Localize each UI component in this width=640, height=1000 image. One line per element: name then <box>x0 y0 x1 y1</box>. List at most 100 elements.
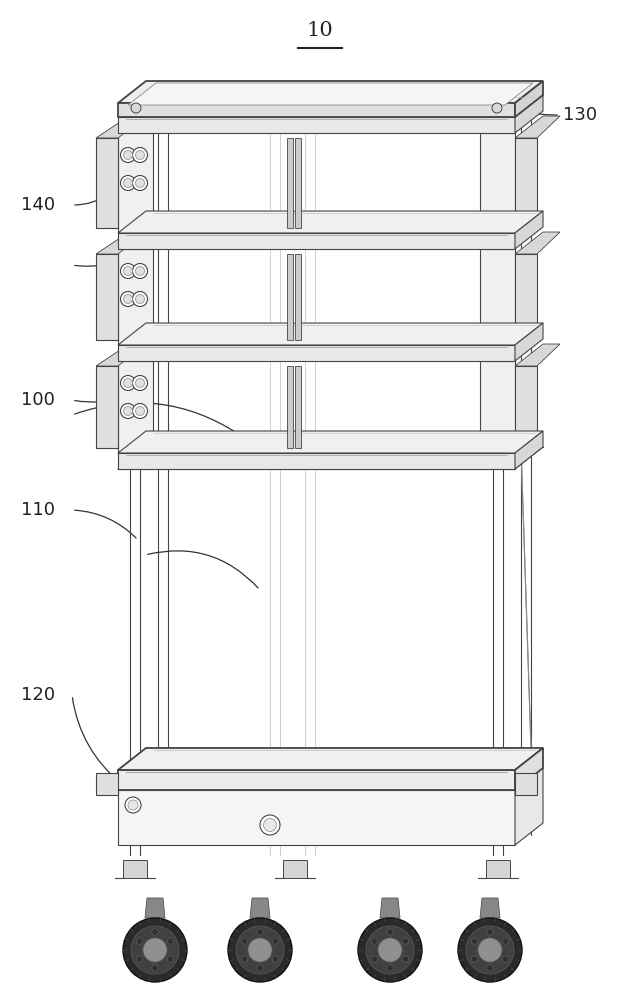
Polygon shape <box>515 344 560 366</box>
Polygon shape <box>480 249 515 345</box>
Circle shape <box>124 150 132 159</box>
Circle shape <box>387 965 393 971</box>
Text: 120: 120 <box>21 686 55 704</box>
Circle shape <box>123 918 187 982</box>
Polygon shape <box>287 138 293 228</box>
Circle shape <box>502 938 509 944</box>
Polygon shape <box>287 254 293 340</box>
Polygon shape <box>295 366 301 448</box>
Polygon shape <box>515 116 560 138</box>
Circle shape <box>136 406 145 416</box>
Circle shape <box>124 378 132 387</box>
Polygon shape <box>283 860 307 878</box>
Circle shape <box>167 956 173 962</box>
Circle shape <box>378 938 402 962</box>
Circle shape <box>358 918 422 982</box>
Circle shape <box>132 176 147 190</box>
Circle shape <box>131 926 179 974</box>
Polygon shape <box>118 233 515 249</box>
Circle shape <box>248 938 272 962</box>
Polygon shape <box>96 232 146 254</box>
Circle shape <box>387 929 393 935</box>
Polygon shape <box>250 898 270 918</box>
Circle shape <box>132 147 147 162</box>
Polygon shape <box>515 773 537 795</box>
Circle shape <box>466 926 514 974</box>
Polygon shape <box>96 344 146 366</box>
Circle shape <box>228 918 292 982</box>
Polygon shape <box>515 95 543 133</box>
Circle shape <box>120 263 136 278</box>
Text: 100: 100 <box>21 391 55 409</box>
Circle shape <box>241 956 248 962</box>
Circle shape <box>487 965 493 971</box>
Polygon shape <box>480 133 515 233</box>
Polygon shape <box>118 133 153 233</box>
Circle shape <box>132 292 147 306</box>
Circle shape <box>152 965 158 971</box>
Circle shape <box>471 956 477 962</box>
Polygon shape <box>515 81 543 117</box>
Polygon shape <box>515 254 537 340</box>
Circle shape <box>128 800 138 810</box>
Polygon shape <box>380 898 400 918</box>
Circle shape <box>371 956 378 962</box>
Polygon shape <box>118 790 515 845</box>
Circle shape <box>403 956 409 962</box>
Circle shape <box>132 403 147 418</box>
Circle shape <box>366 926 414 974</box>
Polygon shape <box>145 898 165 918</box>
Polygon shape <box>515 748 543 790</box>
Circle shape <box>502 956 509 962</box>
Polygon shape <box>515 211 543 249</box>
Circle shape <box>131 103 141 113</box>
Polygon shape <box>118 323 543 345</box>
Polygon shape <box>96 366 118 448</box>
Circle shape <box>260 815 280 835</box>
Circle shape <box>136 178 145 188</box>
Polygon shape <box>118 117 515 133</box>
Circle shape <box>136 266 145 275</box>
Circle shape <box>403 938 409 944</box>
Circle shape <box>120 375 136 390</box>
Circle shape <box>136 938 143 944</box>
Circle shape <box>132 375 147 390</box>
Circle shape <box>120 292 136 306</box>
Circle shape <box>124 406 132 416</box>
Polygon shape <box>515 768 543 845</box>
Circle shape <box>471 938 477 944</box>
Polygon shape <box>118 211 543 233</box>
Polygon shape <box>123 860 147 878</box>
Circle shape <box>167 938 173 944</box>
Circle shape <box>241 938 248 944</box>
Polygon shape <box>118 748 543 770</box>
Polygon shape <box>96 138 118 228</box>
Polygon shape <box>118 81 543 103</box>
Circle shape <box>120 176 136 190</box>
Polygon shape <box>118 95 543 117</box>
Circle shape <box>371 938 378 944</box>
Text: 130: 130 <box>563 106 597 124</box>
Circle shape <box>264 818 276 832</box>
Polygon shape <box>118 249 153 345</box>
Polygon shape <box>515 138 537 228</box>
Polygon shape <box>295 254 301 340</box>
Circle shape <box>143 938 167 962</box>
Circle shape <box>120 403 136 418</box>
Polygon shape <box>118 770 515 790</box>
Circle shape <box>132 263 147 278</box>
Polygon shape <box>515 366 537 448</box>
Polygon shape <box>515 323 543 361</box>
Polygon shape <box>118 431 543 453</box>
Polygon shape <box>118 453 515 469</box>
Polygon shape <box>118 103 515 117</box>
Polygon shape <box>96 773 118 795</box>
Circle shape <box>492 103 502 113</box>
Circle shape <box>272 956 278 962</box>
Text: 10: 10 <box>307 20 333 39</box>
Circle shape <box>458 918 522 982</box>
Circle shape <box>136 294 145 304</box>
Circle shape <box>124 294 132 304</box>
Polygon shape <box>118 361 153 453</box>
Circle shape <box>120 147 136 162</box>
